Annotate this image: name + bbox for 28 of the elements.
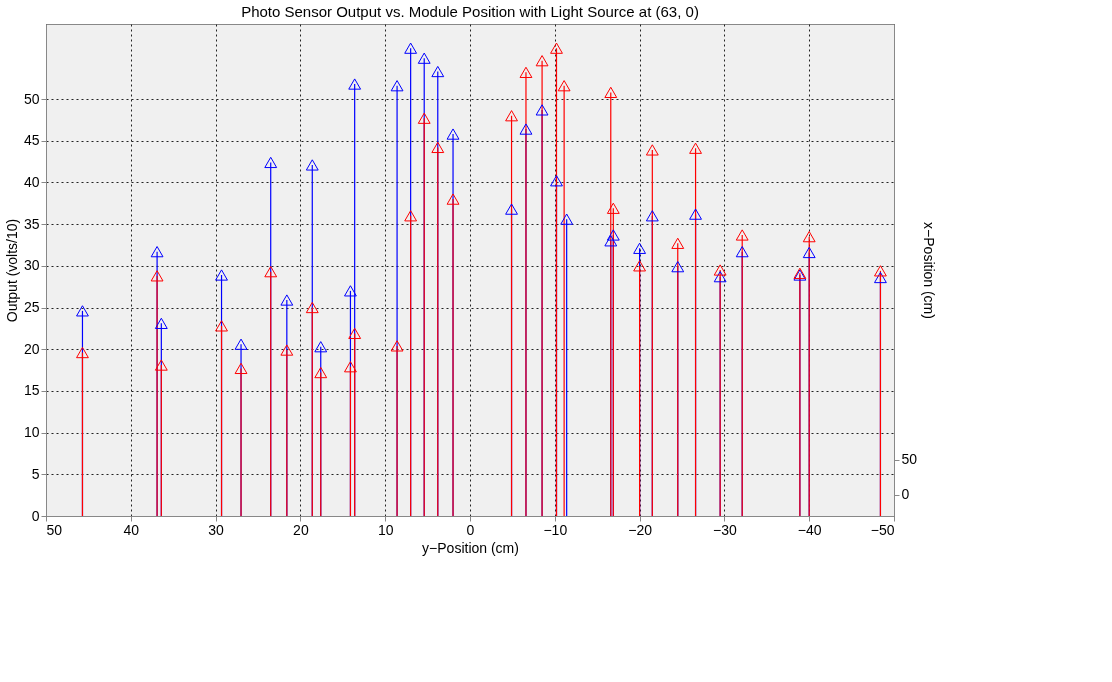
y-axis-title: Output (volts/10) (3, 218, 20, 323)
x-tick-label: 20 (293, 521, 309, 538)
y-tick-label: 10 (23, 424, 40, 441)
y-tick-label: 45 (23, 132, 40, 149)
x-tick-label: −10 (543, 521, 568, 538)
y2-tick-label: 0 (901, 486, 910, 503)
chart-title: Photo Sensor Output vs. Module Position with Light Source at (63, 0) (241, 3, 699, 20)
y-tick-label: 15 (23, 382, 40, 399)
x-tick-label: 0 (466, 521, 475, 538)
y2-axis-title: x−Position (cm) (921, 222, 938, 319)
y-tick-label: 30 (23, 257, 40, 274)
y-tick-label: 35 (23, 215, 40, 232)
y-tick-label: 25 (23, 299, 40, 316)
x-tick-label: 50 (46, 521, 63, 538)
x-tick-label: −30 (713, 521, 737, 538)
x-axis-title: y−Position (cm) (422, 539, 519, 556)
x-tick-label: 10 (377, 521, 394, 538)
x-tick-label: −50 (870, 521, 895, 538)
x-tick-label: 40 (123, 521, 140, 538)
y-tick-label: 50 (23, 90, 40, 107)
x-tick-label: −20 (628, 521, 653, 538)
y2-tick-label: 50 (901, 451, 918, 468)
y-tick-label: 40 (23, 173, 40, 190)
x-tick-label: 30 (208, 521, 225, 538)
y-tick-label: 0 (31, 507, 40, 524)
y-tick-label: 5 (31, 465, 40, 482)
x-tick-label: −40 (797, 521, 822, 538)
y-tick-label: 20 (23, 340, 40, 357)
